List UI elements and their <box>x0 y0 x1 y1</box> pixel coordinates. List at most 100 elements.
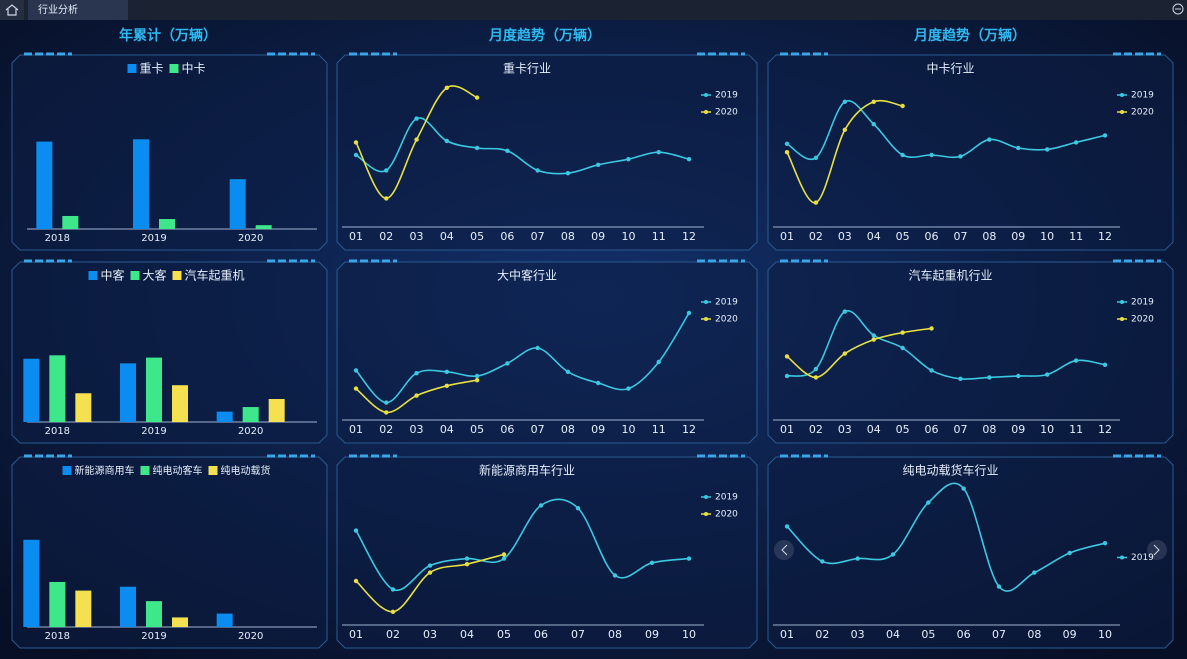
x-tick-label: 02 <box>809 230 823 243</box>
x-tick-label: 06 <box>500 230 514 243</box>
bar <box>36 141 53 229</box>
line-point <box>842 309 848 314</box>
line-point <box>929 326 934 331</box>
x-tick-label: 11 <box>652 423 666 436</box>
line-point <box>1067 550 1072 556</box>
line-point <box>444 383 450 388</box>
line-point <box>900 330 905 335</box>
line-point <box>890 552 896 557</box>
line-point <box>626 386 631 391</box>
line-series <box>786 327 932 379</box>
x-tick-label: 09 <box>591 423 605 436</box>
legend-swatch <box>130 271 140 280</box>
x-tick-label: 10 <box>1098 628 1112 641</box>
carousel-next[interactable] <box>1147 540 1167 560</box>
bar <box>49 355 66 422</box>
legend-label: 2020 <box>1131 315 1154 325</box>
x-tick-label: 10 <box>621 423 635 436</box>
legend-label: 2019 <box>715 298 738 308</box>
line-point <box>871 122 876 127</box>
line-point <box>444 138 450 144</box>
line-point <box>987 375 992 380</box>
line-series <box>355 498 690 592</box>
bar <box>146 357 162 422</box>
chart-title: 大中客行业 <box>497 268 557 283</box>
line-point <box>1044 147 1050 152</box>
x-tick-label: 09 <box>591 230 605 243</box>
line-point <box>842 351 848 356</box>
line-point <box>444 369 450 374</box>
x-tick-label: 12 <box>1098 230 1112 243</box>
line-point <box>1016 373 1021 379</box>
legend-label: 2019 <box>1131 298 1154 308</box>
bar <box>216 411 233 422</box>
bar <box>146 601 162 627</box>
line-series <box>786 482 1106 592</box>
legend-label: 大客 <box>143 268 167 283</box>
line-point <box>501 552 507 557</box>
line-point <box>1044 372 1050 377</box>
bar <box>75 590 92 627</box>
line-point <box>353 386 359 391</box>
line-point <box>427 570 433 575</box>
x-tick-label: 10 <box>1040 230 1054 243</box>
line-point <box>414 116 419 121</box>
line-point <box>1016 145 1021 151</box>
line-point <box>427 563 433 568</box>
x-tick-label: 04 <box>867 230 881 243</box>
line-point <box>929 152 934 158</box>
legend-label: 2020 <box>715 510 738 520</box>
x-tick-label: 2019 <box>141 426 166 437</box>
x-tick-label: 12 <box>682 423 696 436</box>
legend-dot <box>1120 93 1124 97</box>
x-tick-label: 04 <box>886 628 900 641</box>
line-point <box>464 556 470 561</box>
x-tick-label: 01 <box>349 628 363 641</box>
line-point <box>926 500 931 505</box>
x-tick-label: 01 <box>780 628 794 641</box>
home-button[interactable] <box>0 0 24 20</box>
legend-swatch <box>169 64 179 73</box>
x-tick-label: 12 <box>682 230 696 243</box>
legend-swatch <box>88 271 98 280</box>
x-tick-label: 02 <box>386 628 400 641</box>
x-tick-label: 07 <box>953 423 967 436</box>
tab[interactable] <box>28 0 128 20</box>
line-point <box>686 556 692 561</box>
line-point <box>414 393 419 398</box>
bar <box>159 219 175 229</box>
carousel-prev[interactable] <box>774 540 794 560</box>
line-point <box>900 152 905 158</box>
line-point <box>958 376 963 381</box>
legend-label: 2020 <box>715 108 738 118</box>
chart-title: 中卡行业 <box>926 61 974 76</box>
line-point <box>474 373 480 379</box>
line-point <box>595 162 601 167</box>
line-point <box>414 371 419 376</box>
legend-label: 中卡 <box>182 61 206 76</box>
line-point <box>784 141 790 146</box>
legend-swatch <box>127 64 137 73</box>
x-tick-label: 01 <box>780 230 794 243</box>
line-point <box>353 152 359 158</box>
line-point <box>612 573 618 578</box>
x-tick-label: 2019 <box>141 631 166 642</box>
x-tick-label: 09 <box>1011 423 1025 436</box>
x-tick-label: 06 <box>925 423 939 436</box>
line-point <box>961 486 966 491</box>
tab-label: 行业分析 <box>38 3 78 16</box>
line-point <box>353 578 359 584</box>
close-icon[interactable] <box>1172 3 1184 15</box>
chart-title: 新能源商用车行业 <box>479 463 575 478</box>
x-tick-label: 02 <box>379 423 393 436</box>
x-tick-label: 09 <box>1063 628 1077 641</box>
line-point <box>535 168 540 173</box>
panel-frame <box>11 54 328 251</box>
line-point <box>535 345 540 351</box>
x-tick-label: 05 <box>896 423 910 436</box>
line-point <box>958 154 963 159</box>
legend-label: 2019 <box>715 493 738 503</box>
legend-dot <box>1120 317 1124 321</box>
bar <box>268 399 285 422</box>
